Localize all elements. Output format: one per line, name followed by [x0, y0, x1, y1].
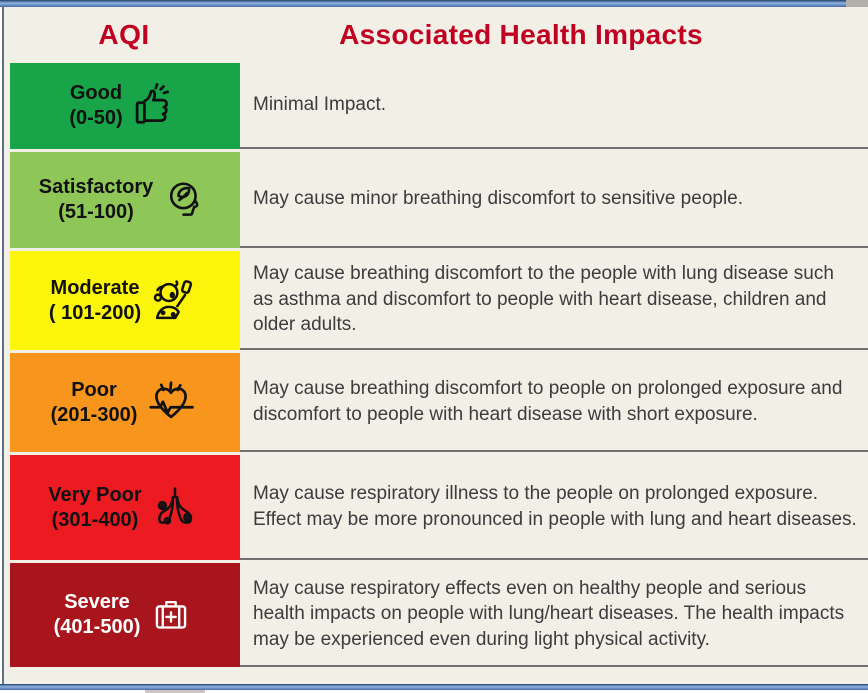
- impact-description: May cause breathing discomfort to people…: [240, 353, 868, 452]
- table-row: Good (0-50) Minimal Impact.: [10, 63, 868, 149]
- aqi-box-severe: Severe (401-500): [10, 563, 240, 667]
- person-inhaler-icon: [147, 274, 201, 328]
- aqi-box-moderate: Moderate ( 101-200): [10, 251, 240, 350]
- thumbs-up-icon: [129, 80, 181, 132]
- aqi-column-title: AQI: [98, 19, 150, 50]
- impact-description: May cause minor breathing discomfort to …: [240, 152, 868, 248]
- range-label: (201-300): [50, 403, 138, 426]
- impact-description: Minimal Impact.: [240, 63, 868, 149]
- impact-description: May cause respiratory effects even on he…: [240, 563, 868, 667]
- window-bottom-border: [0, 684, 868, 690]
- table-row: Severe (401-500) May cause respiratory e…: [10, 563, 868, 667]
- range-label: (401-500): [53, 616, 141, 638]
- table-row: Moderate ( 101-200): [10, 251, 868, 350]
- range-label: (301-400): [51, 508, 139, 531]
- category-label: Severe: [64, 591, 130, 613]
- aqi-box-very-poor: Very Poor (301-400): [10, 455, 240, 560]
- range-label: (51-100): [58, 201, 134, 223]
- category-label: Moderate: [50, 276, 140, 299]
- table-header: AQI Associated Health Impacts: [4, 7, 868, 63]
- aqi-box-label: Severe (401-500): [54, 590, 141, 640]
- range-label: (0-50): [69, 107, 123, 129]
- head-leaf-icon: [159, 174, 211, 226]
- table-row: Satisfactory (51-100) May cause minor br…: [10, 152, 868, 248]
- aqi-box-poor: Poor (201-300): [10, 353, 240, 452]
- aqi-box-label: Good (0-50): [69, 81, 122, 131]
- category-label: Good: [69, 82, 123, 104]
- category-label: Very Poor: [48, 483, 142, 506]
- lungs-icon: [148, 481, 202, 535]
- first-aid-kit-icon: [146, 590, 196, 640]
- aqi-box-label: Moderate ( 101-200): [49, 276, 141, 326]
- range-label: ( 101-200): [48, 301, 142, 324]
- aqi-box-label: Satisfactory (51-100): [39, 175, 154, 225]
- aqi-box-satisfactory: Satisfactory (51-100): [10, 152, 240, 248]
- impact-description: May cause respiratory illness to the peo…: [240, 455, 868, 560]
- aqi-rows: Good (0-50) Minimal Impact.: [4, 63, 868, 667]
- impacts-column-title: Associated Health Impacts: [339, 19, 703, 50]
- window-bottom-tab: [145, 690, 205, 693]
- aqi-box-good: Good (0-50): [10, 63, 240, 149]
- category-label: Poor: [71, 378, 117, 401]
- window-top-notch: [846, 0, 868, 7]
- aqi-box-label: Very Poor (301-400): [48, 483, 141, 533]
- heart-pulse-icon: [143, 376, 199, 430]
- aqi-box-label: Poor (201-300): [51, 378, 138, 428]
- impact-description: May cause breathing discomfort to the pe…: [240, 251, 868, 350]
- table-area: AQI Associated Health Impacts Good (0-50…: [4, 7, 868, 684]
- table-row: Very Poor (301-400) Ma: [10, 455, 868, 560]
- category-label: Satisfactory: [38, 176, 154, 198]
- window-left-border: [2, 7, 4, 684]
- table-row: Poor (201-300) May cause breathing disco…: [10, 353, 868, 452]
- window-top-border: [0, 0, 868, 7]
